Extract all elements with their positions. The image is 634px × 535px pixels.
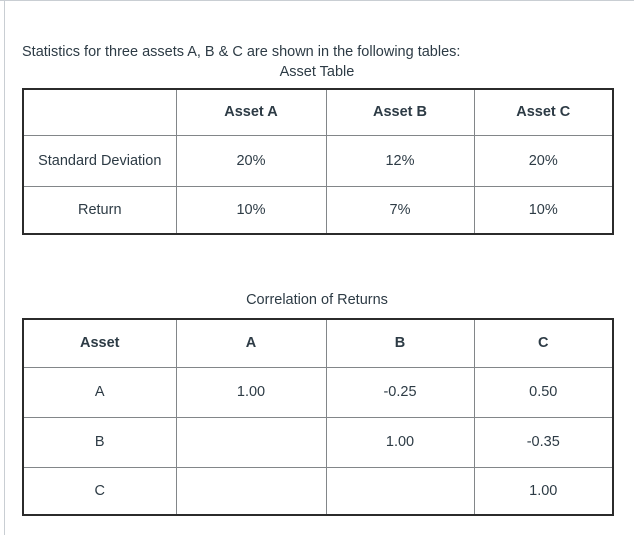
row-label-b: B xyxy=(22,416,177,468)
std-dev-asset-c: 20% xyxy=(473,134,614,187)
correlation-header-a: A xyxy=(175,318,327,368)
return-asset-a: 10% xyxy=(175,185,327,235)
asset-table: Asset A Asset B Asset C Standard Deviati… xyxy=(22,88,614,235)
std-dev-asset-a: 20% xyxy=(175,134,327,187)
correlation-header-asset: Asset xyxy=(22,318,177,368)
asset-table-header-asset-b: Asset B xyxy=(325,88,475,136)
asset-table-header-asset-a: Asset A xyxy=(175,88,327,136)
corr-a-b: -0.25 xyxy=(325,366,475,418)
return-asset-c: 10% xyxy=(473,185,614,235)
corr-c-c: 1.00 xyxy=(473,466,614,516)
row-label-standard-deviation: Standard Deviation xyxy=(22,134,177,187)
correlation-table-title: Correlation of Returns xyxy=(246,292,388,308)
table-row: C 1.00 xyxy=(22,466,614,516)
panel-left-border xyxy=(4,0,5,535)
return-asset-b: 7% xyxy=(325,185,475,235)
correlation-header-row: Asset A B C xyxy=(22,318,614,368)
asset-table-title: Asset Table xyxy=(279,64,355,80)
std-dev-asset-b: 12% xyxy=(325,134,475,187)
corr-c-a xyxy=(175,466,327,516)
table-row: Standard Deviation 20% 12% 20% xyxy=(22,134,614,187)
corr-b-a xyxy=(175,416,327,468)
corr-c-b xyxy=(325,466,475,516)
asset-table-header-row: Asset A Asset B Asset C xyxy=(22,88,614,136)
row-label-c: C xyxy=(22,466,177,516)
correlation-table: Asset A B C A 1.00 -0.25 0.50 B 1.00 -0.… xyxy=(22,318,614,516)
table-row: A 1.00 -0.25 0.50 xyxy=(22,366,614,418)
corr-a-a: 1.00 xyxy=(175,366,327,418)
intro-text: Statistics for three assets A, B & C are… xyxy=(22,43,461,60)
correlation-header-c: C xyxy=(473,318,614,368)
corr-b-b: 1.00 xyxy=(325,416,475,468)
table-row: B 1.00 -0.35 xyxy=(22,416,614,468)
corr-a-c: 0.50 xyxy=(473,366,614,418)
table-row: Return 10% 7% 10% xyxy=(22,185,614,235)
row-label-a: A xyxy=(22,366,177,418)
corr-b-c: -0.35 xyxy=(473,416,614,468)
correlation-header-b: B xyxy=(325,318,475,368)
row-label-return: Return xyxy=(22,185,177,235)
asset-table-header-asset-c: Asset C xyxy=(473,88,614,136)
asset-table-corner-cell xyxy=(22,88,177,136)
panel-top-border xyxy=(0,0,634,1)
